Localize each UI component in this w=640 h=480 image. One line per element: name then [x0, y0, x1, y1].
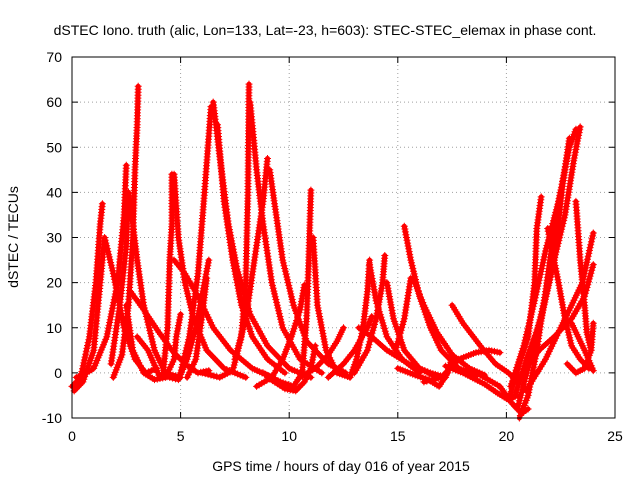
series-12	[183, 274, 211, 381]
series-15	[214, 121, 289, 377]
x-tick-label: 0	[68, 428, 76, 444]
series-36	[448, 301, 521, 386]
series-47	[572, 197, 595, 354]
series-42	[505, 193, 545, 404]
series-41	[507, 125, 580, 390]
x-tick-label: 10	[281, 428, 297, 444]
series-23	[253, 281, 308, 390]
series-30	[355, 324, 450, 381]
series-24	[296, 324, 347, 381]
y-tick-label: -10	[42, 410, 62, 426]
series-markers	[448, 301, 521, 386]
series-markers	[522, 229, 597, 395]
x-tick-label: 15	[390, 428, 406, 444]
series-markers	[505, 193, 545, 404]
series-35	[420, 346, 504, 386]
series-markers	[568, 319, 597, 375]
series-markers	[231, 155, 271, 363]
series-markers	[392, 274, 415, 354]
series-markers	[296, 324, 347, 381]
data-series	[68, 80, 597, 422]
series-14	[209, 98, 315, 381]
series-line	[160, 171, 175, 376]
y-tick-label: 60	[46, 94, 62, 110]
y-tick-label: 30	[46, 230, 62, 246]
series-21	[309, 234, 354, 381]
axis-ticks: 0 5 10 15 20 25 -10 0 10 20 30 40 50 60 70	[42, 49, 623, 444]
y-tick-label: 0	[54, 365, 62, 381]
series-7	[122, 301, 185, 384]
y-tick-label: 70	[46, 49, 62, 65]
series-44	[544, 225, 593, 372]
x-tick-label: 20	[499, 428, 515, 444]
series-markers	[209, 98, 315, 381]
y-axis-label: dSTEC / TECUs	[5, 186, 21, 288]
y-tick-label: 10	[46, 320, 62, 336]
y-tick-label: 40	[46, 184, 62, 200]
series-17	[246, 98, 326, 377]
y-tick-label: 50	[46, 139, 62, 155]
y-tick-label: 20	[46, 275, 62, 291]
series-markers	[355, 324, 450, 381]
series-markers	[253, 281, 308, 390]
series-markers	[122, 301, 185, 384]
series-49	[568, 319, 597, 375]
x-tick-label: 25	[607, 428, 623, 444]
series-markers	[572, 197, 595, 354]
series-9	[159, 170, 176, 377]
series-32	[392, 274, 415, 354]
series-markers	[507, 125, 580, 390]
chart-title: dSTEC Iono. truth (alic, Lon=133, Lat=-2…	[54, 22, 597, 38]
x-tick-label: 5	[177, 428, 185, 444]
series-13	[177, 103, 215, 377]
series-markers	[183, 274, 211, 381]
series-markers	[544, 225, 593, 372]
series-markers	[170, 170, 250, 381]
series-markers	[159, 170, 176, 377]
series-markers	[177, 103, 215, 377]
x-axis-label: GPS time / hours of day 016 of year 2015	[212, 458, 470, 474]
series-18	[231, 155, 271, 363]
